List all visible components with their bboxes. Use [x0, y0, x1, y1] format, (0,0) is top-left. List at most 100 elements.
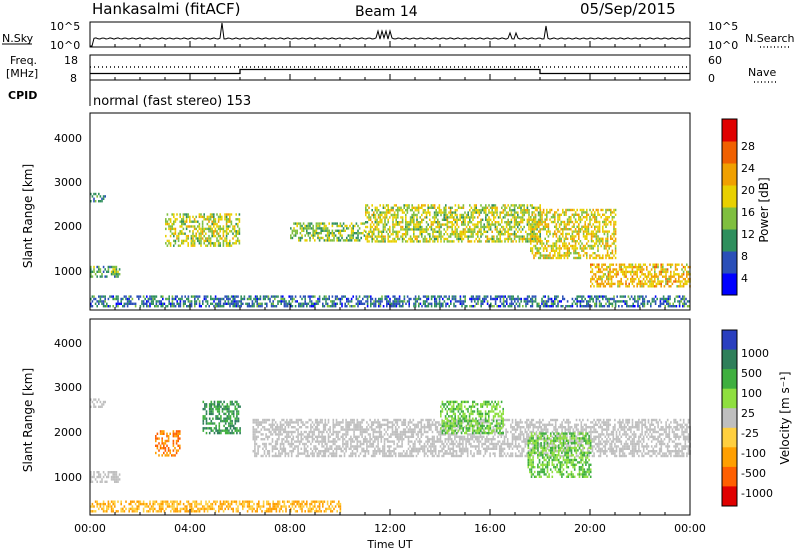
- heatmap-cell: [470, 216, 473, 219]
- heatmap-cell: [590, 263, 592, 266]
- heatmap-cell: [597, 237, 599, 240]
- heatmap-cell: [307, 227, 310, 230]
- heatmap-cell: [326, 442, 328, 446]
- heatmap-cell: [90, 268, 92, 271]
- heatmap-cell: [416, 240, 418, 243]
- heatmap-cell: [408, 206, 410, 209]
- heatmap-cell: [360, 302, 362, 305]
- heatmap-cell: [306, 421, 309, 424]
- heatmap-cell: [505, 237, 508, 241]
- heatmap-cell: [397, 237, 399, 241]
- heatmap-cell: [557, 218, 559, 221]
- heatmap-cell: [595, 237, 598, 240]
- heatmap-cell: [368, 240, 370, 243]
- heatmap-cell: [614, 249, 617, 252]
- heatmap-cell: [96, 300, 98, 303]
- heatmap-cell: [433, 216, 436, 219]
- heatmap-cell: [263, 426, 266, 429]
- heatmap-cell: [570, 235, 572, 238]
- heatmap-cell: [275, 295, 278, 298]
- heatmap-cell: [302, 302, 305, 305]
- heatmap-cell: [590, 218, 593, 221]
- heatmap-cell: [590, 213, 593, 216]
- heatmap-cell: [325, 239, 327, 242]
- heatmap-cell: [382, 450, 384, 453]
- heatmap-cell: [576, 220, 578, 224]
- heatmap-cell: [238, 218, 241, 221]
- heatmap-cell: [638, 265, 640, 269]
- heatmap-cell: [560, 223, 562, 226]
- heatmap-cell: [104, 480, 106, 483]
- heatmap-cell: [684, 282, 686, 286]
- heatmap-cell: [459, 237, 461, 241]
- heatmap-cell: [376, 225, 378, 229]
- heatmap-cell: [94, 273, 97, 276]
- heatmap-cell: [386, 300, 388, 303]
- heatmap-cell: [544, 218, 546, 221]
- heatmap-cell: [425, 230, 428, 233]
- heatmap-cell: [440, 240, 442, 243]
- heatmap-cell: [573, 300, 575, 303]
- heatmap-cell: [614, 300, 617, 303]
- heatmap-cell: [253, 297, 255, 301]
- heatmap-cell: [332, 433, 335, 436]
- heatmap-cell: [369, 433, 371, 436]
- heatmap-cell: [152, 297, 154, 301]
- heatmap-cell: [568, 305, 570, 308]
- heatmap-cell: [413, 221, 415, 224]
- heatmap-cell: [429, 237, 431, 241]
- heatmap-cell: [628, 282, 630, 286]
- heatmap-cell: [573, 208, 575, 212]
- heatmap-cell: [618, 300, 620, 303]
- heatmap-cell: [179, 297, 182, 301]
- heatmap-cell: [380, 426, 383, 429]
- heatmap-cell: [297, 423, 299, 426]
- heatmap-cell: [115, 480, 118, 483]
- heatmap-cell: [592, 232, 594, 236]
- heatmap-cell: [611, 232, 614, 236]
- heatmap-cell: [437, 223, 439, 226]
- heatmap-cell: [526, 237, 529, 241]
- heatmap-cell: [666, 263, 669, 266]
- heatmap-cell: [657, 277, 659, 281]
- heatmap-cell: [445, 216, 447, 219]
- heatmap-cell: [324, 435, 327, 438]
- heatmap-cell: [226, 417, 229, 420]
- heatmap-cell: [388, 452, 391, 455]
- heatmap-cell: [214, 227, 217, 231]
- heatmap-cell: [231, 412, 233, 416]
- heatmap-cell: [209, 237, 212, 240]
- heatmap-cell: [628, 285, 630, 288]
- heatmap-cell: [289, 445, 291, 448]
- heatmap-cell: [425, 211, 428, 214]
- heatmap-cell: [332, 440, 335, 443]
- heatmap-cell: [319, 450, 322, 453]
- heatmap-cell: [221, 305, 223, 308]
- heatmap-cell: [279, 423, 282, 426]
- heatmap-cell: [182, 302, 185, 305]
- heatmap-cell: [369, 225, 372, 229]
- heatmap-cell: [107, 471, 110, 474]
- heatmap-cell: [375, 452, 378, 455]
- heatmap-cell: [329, 445, 331, 448]
- heatmap-cell: [510, 233, 513, 236]
- heatmap-cell: [562, 228, 564, 231]
- heatmap-cell: [630, 263, 632, 266]
- heatmap-cell: [368, 230, 370, 233]
- heatmap-cell: [323, 295, 326, 298]
- heatmap-cell: [654, 302, 657, 305]
- heatmap-cell: [377, 213, 380, 217]
- heatmap-cell: [608, 216, 610, 219]
- heatmap-cell: [370, 423, 373, 426]
- heatmap-cell: [582, 230, 585, 233]
- heatmap-cell: [595, 235, 598, 238]
- heatmap-cell: [376, 221, 378, 224]
- heatmap-cell: [189, 302, 191, 305]
- heatmap-cell: [198, 305, 201, 308]
- heatmap-cell: [586, 252, 588, 255]
- heatmap-cell: [611, 216, 614, 219]
- heatmap-cell: [331, 305, 334, 308]
- heatmap-cell: [357, 239, 359, 242]
- heatmap-cell: [358, 426, 360, 429]
- heatmap-cell: [203, 215, 205, 219]
